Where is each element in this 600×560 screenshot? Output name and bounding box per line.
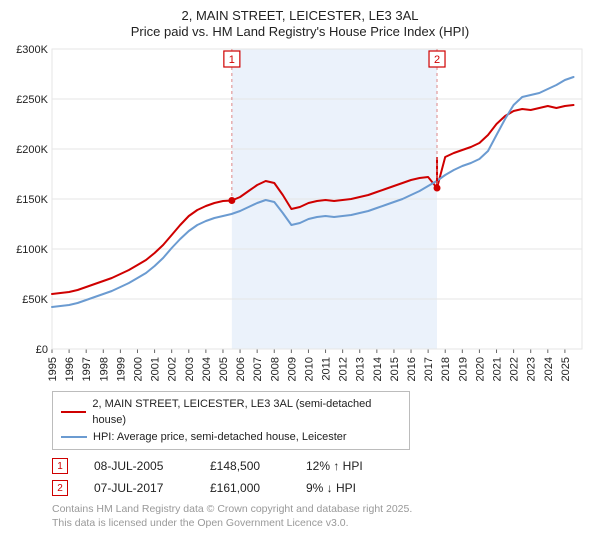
svg-text:2016: 2016 <box>406 357 418 381</box>
svg-text:2002: 2002 <box>167 357 179 381</box>
sale-row: 2 07-JUL-2017 £161,000 9% ↓ HPI <box>52 480 588 496</box>
sale-delta-2: 9% ↓ HPI <box>306 481 396 495</box>
legend-swatch-hpi <box>61 436 87 438</box>
svg-text:2008: 2008 <box>269 357 281 381</box>
svg-text:2004: 2004 <box>201 357 213 381</box>
svg-text:2022: 2022 <box>509 357 521 381</box>
svg-text:£300K: £300K <box>16 45 48 56</box>
sale-marker-1: 1 <box>52 458 68 474</box>
svg-text:£0: £0 <box>36 344 48 356</box>
svg-text:2005: 2005 <box>218 357 230 381</box>
svg-text:2007: 2007 <box>252 357 264 381</box>
svg-text:2021: 2021 <box>492 357 504 381</box>
svg-text:2020: 2020 <box>474 357 486 381</box>
legend-label-hpi: HPI: Average price, semi-detached house,… <box>93 429 347 446</box>
title-block: 2, MAIN STREET, LEICESTER, LE3 3AL Price… <box>12 8 588 41</box>
sale-delta-1: 12% ↑ HPI <box>306 459 396 473</box>
legend-box: 2, MAIN STREET, LEICESTER, LE3 3AL (semi… <box>52 391 410 451</box>
svg-text:2024: 2024 <box>543 357 555 381</box>
line-chart-svg: £0 £50K £100K £150K £200K £250K £300K 1995 1996 1… <box>12 45 588 385</box>
svg-text:2013: 2013 <box>355 357 367 381</box>
svg-text:£50K: £50K <box>22 294 48 306</box>
svg-text:2014: 2014 <box>372 357 384 381</box>
svg-text:1995: 1995 <box>47 357 59 381</box>
sale-date-1: 08-JUL-2005 <box>94 459 184 473</box>
svg-text:2019: 2019 <box>457 357 469 381</box>
svg-text:2003: 2003 <box>184 357 196 381</box>
legend-label-price-paid: 2, MAIN STREET, LEICESTER, LE3 3AL (semi… <box>92 396 401 429</box>
sale-row: 1 08-JUL-2005 £148,500 12% ↑ HPI <box>52 458 588 474</box>
svg-text:2011: 2011 <box>321 357 333 381</box>
svg-text:1997: 1997 <box>81 357 93 381</box>
svg-text:2023: 2023 <box>526 357 538 381</box>
legend-item-hpi: HPI: Average price, semi-detached house,… <box>61 429 401 446</box>
sale-date-2: 07-JUL-2017 <box>94 481 184 495</box>
footnote: Contains HM Land Registry data © Crown c… <box>52 502 588 530</box>
title-line-2: Price paid vs. HM Land Registry's House … <box>12 24 588 40</box>
svg-text:£200K: £200K <box>16 144 48 156</box>
chart-area: £0 £50K £100K £150K £200K £250K £300K 1995 1996 1… <box>12 45 588 385</box>
svg-text:2009: 2009 <box>286 357 298 381</box>
svg-text:2001: 2001 <box>150 357 162 381</box>
sale-price-1: £148,500 <box>210 459 280 473</box>
title-line-1: 2, MAIN STREET, LEICESTER, LE3 3AL <box>12 8 588 24</box>
chart-container: 2, MAIN STREET, LEICESTER, LE3 3AL Price… <box>0 0 600 560</box>
svg-text:£250K: £250K <box>16 94 48 106</box>
legend-item-price-paid: 2, MAIN STREET, LEICESTER, LE3 3AL (semi… <box>61 396 401 429</box>
svg-text:1996: 1996 <box>64 357 76 381</box>
sale-marker-2: 2 <box>52 480 68 496</box>
svg-text:1998: 1998 <box>98 357 110 381</box>
svg-text:2017: 2017 <box>423 357 435 381</box>
svg-text:2012: 2012 <box>338 357 350 381</box>
svg-text:1999: 1999 <box>115 357 127 381</box>
svg-text:2025: 2025 <box>560 357 572 381</box>
svg-text:2010: 2010 <box>303 357 315 381</box>
svg-text:2018: 2018 <box>440 357 452 381</box>
svg-text:2015: 2015 <box>389 357 401 381</box>
svg-text:£150K: £150K <box>16 194 48 206</box>
svg-text:2: 2 <box>434 54 440 66</box>
sales-list: 1 08-JUL-2005 £148,500 12% ↑ HPI 2 07-JU… <box>52 458 588 496</box>
legend-swatch-price-paid <box>61 411 86 413</box>
footnote-line-2: This data is licensed under the Open Gov… <box>52 516 588 530</box>
svg-text:2006: 2006 <box>235 357 247 381</box>
svg-text:£100K: £100K <box>16 244 48 256</box>
svg-text:1: 1 <box>229 54 235 66</box>
footnote-line-1: Contains HM Land Registry data © Crown c… <box>52 502 588 516</box>
svg-text:2000: 2000 <box>132 357 144 381</box>
sale-price-2: £161,000 <box>210 481 280 495</box>
